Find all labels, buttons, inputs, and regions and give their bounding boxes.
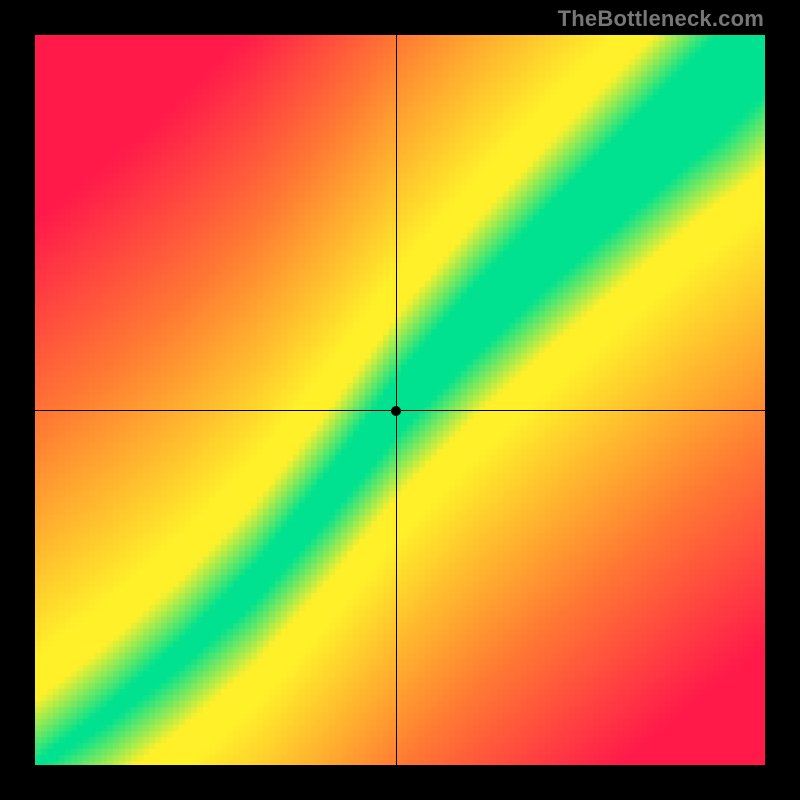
- plot-area: [35, 35, 765, 765]
- chart-frame: TheBottleneck.com: [0, 0, 800, 800]
- crosshair-vertical: [396, 35, 397, 765]
- watermark-text: TheBottleneck.com: [558, 6, 764, 32]
- heatmap-canvas: [35, 35, 765, 765]
